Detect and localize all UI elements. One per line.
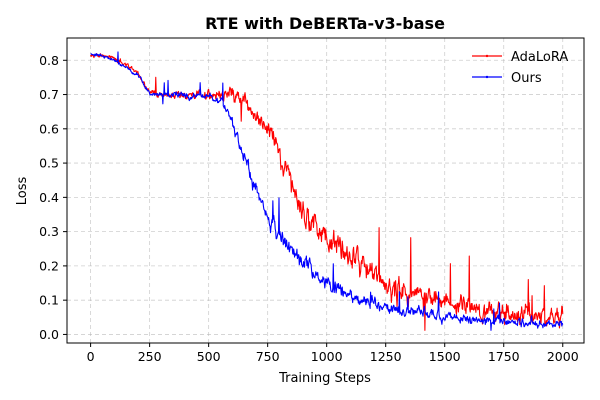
chart-title: RTE with DeBERTa-v3-base	[205, 14, 445, 33]
x-tick-label: 0	[87, 349, 95, 364]
y-tick-label: 0.0	[39, 327, 59, 342]
y-axis-label: Loss	[15, 177, 30, 206]
legend-label-adalora: AdaLoRA	[511, 50, 568, 65]
x-tick-label: 1000	[311, 349, 343, 364]
x-tick-label: 1750	[488, 349, 520, 364]
series-line-ours	[90, 51, 564, 331]
y-tick-label: 0.2	[39, 258, 59, 273]
x-axis: 0 250 500 750 1000 1250 1500 1750 2000	[87, 343, 579, 364]
x-tick-label: 1250	[370, 349, 402, 364]
x-tick-label: 2000	[547, 349, 579, 364]
legend-label-ours: Ours	[511, 71, 542, 86]
x-tick-label: 500	[197, 349, 221, 364]
y-tick-label: 0.6	[39, 121, 59, 136]
y-tick-label: 0.7	[39, 87, 59, 102]
legend-marker-ours	[485, 75, 489, 79]
x-tick-label: 250	[138, 349, 162, 364]
y-tick-label: 0.1	[39, 293, 59, 308]
y-tick-label: 0.3	[39, 224, 59, 239]
legend-marker-adalora	[485, 54, 489, 58]
y-tick-label: 0.5	[39, 156, 59, 171]
y-axis: 0.0 0.1 0.2 0.3 0.4 0.5 0.6 0.7 0.8	[39, 53, 67, 342]
y-tick-label: 0.8	[39, 53, 59, 68]
x-tick-label: 1500	[429, 349, 461, 364]
x-axis-label: Training Steps	[278, 371, 371, 386]
x-tick-label: 750	[256, 349, 280, 364]
legend: AdaLoRA Ours	[472, 50, 568, 86]
series-layer	[90, 51, 564, 331]
plot-frame	[66, 37, 585, 344]
y-tick-label: 0.4	[39, 190, 59, 205]
series-line-adalora	[90, 53, 564, 331]
